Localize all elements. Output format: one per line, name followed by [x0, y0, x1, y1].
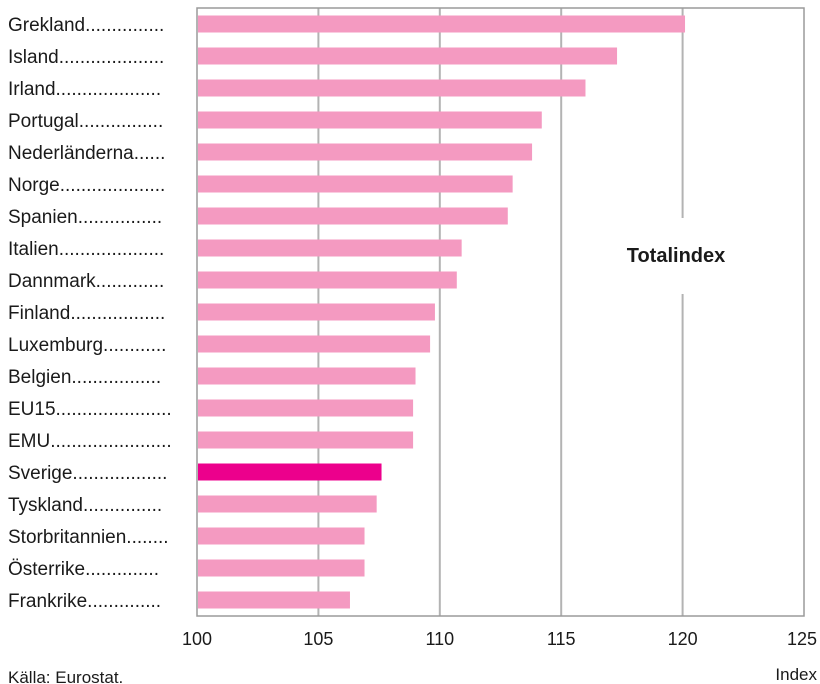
category-label-8: Dannmark............. [8, 271, 164, 292]
bar-1 [198, 47, 618, 65]
bar-3 [198, 111, 542, 129]
x-tick-100: 100 [182, 629, 212, 649]
category-label-10: Luxemburg............ [8, 335, 166, 356]
bar-18 [198, 591, 350, 609]
category-label-16: Storbritannien........ [8, 527, 169, 548]
bar-8 [198, 271, 457, 289]
bar-11 [198, 367, 416, 385]
category-label-9: Finland.................. [8, 303, 165, 324]
category-labels: Grekland............... Island...........… [8, 15, 172, 612]
x-tick-105: 105 [303, 629, 333, 649]
bar-2 [198, 79, 586, 97]
category-label-6: Spanien................ [8, 207, 162, 228]
category-label-1: Island.................... [8, 47, 164, 68]
bar-9 [198, 303, 435, 321]
category-label-12: EU15...................... [8, 399, 172, 420]
panel-title-background [598, 218, 768, 294]
bar-14 [198, 463, 382, 481]
category-label-0: Grekland............... [8, 15, 164, 36]
x-tick-115: 115 [547, 629, 576, 649]
bar-0 [198, 15, 686, 33]
plot-frame [196, 7, 805, 617]
category-label-5: Norge.................... [8, 175, 165, 196]
bar-16 [198, 527, 365, 545]
bar-7 [198, 239, 462, 257]
x-tick-110: 110 [425, 629, 454, 649]
x-tick-125: 125 [787, 629, 817, 649]
category-label-13: EMU....................... [8, 431, 172, 452]
bar-6 [198, 207, 508, 225]
bar-12 [198, 399, 414, 417]
category-label-18: Frankrike.............. [8, 591, 161, 612]
category-label-3: Portugal................ [8, 111, 163, 132]
category-label-17: Österrike.............. [8, 559, 159, 580]
category-label-11: Belgien................. [8, 367, 161, 388]
x-axis-unit: Index [775, 665, 817, 684]
x-tick-120: 120 [668, 629, 698, 649]
category-label-2: Irland.................... [8, 79, 161, 100]
panel-title: Totalindex [627, 245, 726, 267]
bars [198, 15, 686, 609]
category-label-15: Tyskland............... [8, 495, 162, 516]
source-note: Källa: Eurostat. [8, 668, 123, 684]
category-label-7: Italien.................... [8, 239, 164, 260]
category-label-14: Sverige.................. [8, 463, 167, 484]
bar-15 [198, 495, 377, 513]
category-label-4: Nederländerna...... [8, 143, 165, 164]
x-tick-labels: 100 105 110 115 120 125 [182, 629, 817, 649]
bar-5 [198, 175, 513, 193]
bar-4 [198, 143, 533, 161]
bar-13 [198, 431, 414, 449]
bar-10 [198, 335, 431, 353]
bar-17 [198, 559, 365, 577]
